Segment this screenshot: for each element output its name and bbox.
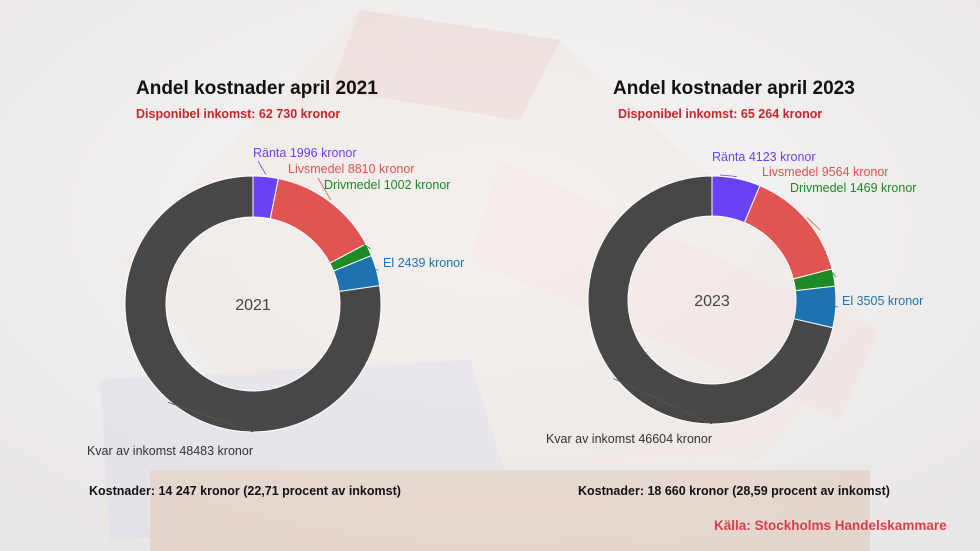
chart-subtitle-2021: Disponibel inkomst: 62 730 kronor [136,107,341,121]
chart-footer-2021: Kostnader: 14 247 kronor (22,71 procent … [89,484,401,498]
slice-label: Drivmedel 1002 kronor [324,178,450,192]
leader-line [317,177,332,201]
leader-line [613,378,713,425]
leader-line [167,401,254,433]
chart-subtitle-2023: Disponibel inkomst: 65 264 kronor [618,107,823,121]
source-credit: Källa: Stockholms Handelskammare [714,518,947,533]
slice-label: Ränta 4123 kronor [712,150,816,164]
slice-label: Ränta 1996 kronor [253,146,357,160]
slice-label: Kvar av inkomst 48483 kronor [87,444,253,458]
slice-label: Kvar av inkomst 46604 kronor [546,432,712,446]
leader-line [362,243,371,250]
donut-chart-2021: Ränta 1996 kronor Livsmedel 8810 kronor Dr… [87,146,464,458]
slice-kvar-av-inkomst [124,175,382,433]
chart-footer-2023: Kostnader: 18 660 kronor (28,59 procent … [578,484,890,498]
slice-label: Livsmedel 9564 kronor [762,165,888,179]
slice-label: Drivmedel 1469 kronor [790,181,916,195]
center-label: 2021 [235,297,271,314]
chart-title-2023: Andel kostnader april 2023 [613,78,855,99]
leader-line [719,174,737,177]
chart-title-2021: Andel kostnader april 2021 [136,78,378,99]
slice-label: El 2439 kronor [383,256,464,270]
slice-kvar-av-inkomst [587,175,834,425]
leader-line [806,217,821,231]
center-label: 2023 [694,293,730,310]
slice-label: Livsmedel 8810 kronor [288,162,414,176]
slice-label: El 3505 kronor [842,294,923,308]
leader-line [819,299,838,308]
slice-livsmedel [743,184,833,280]
leader-line [829,269,837,278]
leader-line [257,160,267,175]
